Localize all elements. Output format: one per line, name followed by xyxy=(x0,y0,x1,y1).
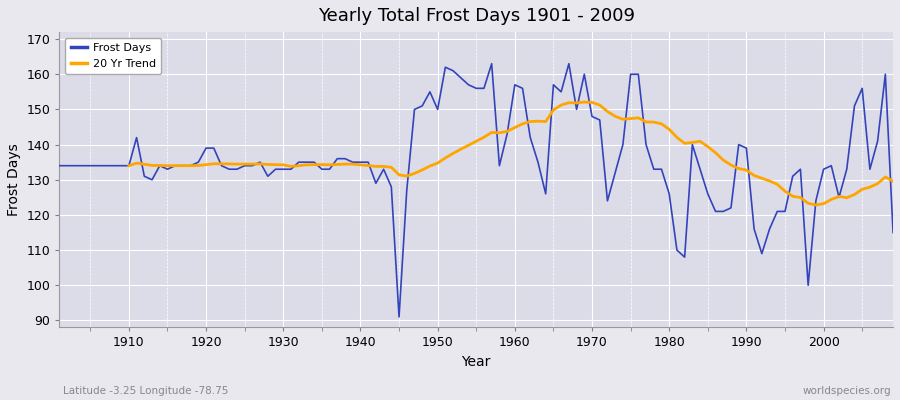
Legend: Frost Days, 20 Yr Trend: Frost Days, 20 Yr Trend xyxy=(65,38,161,74)
Frost Days xyxy=(518,86,528,91)
Frost Days xyxy=(285,167,296,172)
20 Yr Trend xyxy=(270,162,281,167)
Line: 20 Yr Trend: 20 Yr Trend xyxy=(129,102,893,205)
20 Yr Trend xyxy=(811,202,822,207)
Title: Yearly Total Frost Days 1901 - 2009: Yearly Total Frost Days 1901 - 2009 xyxy=(318,7,634,25)
X-axis label: Year: Year xyxy=(462,355,490,369)
Frost Days xyxy=(54,163,65,168)
Y-axis label: Frost Days: Frost Days xyxy=(7,143,21,216)
20 Yr Trend xyxy=(123,163,134,168)
20 Yr Trend xyxy=(887,179,898,184)
20 Yr Trend xyxy=(865,185,876,190)
20 Yr Trend xyxy=(587,100,598,105)
20 Yr Trend xyxy=(301,162,311,167)
Text: worldspecies.org: worldspecies.org xyxy=(803,386,891,396)
Frost Days xyxy=(887,230,898,235)
Frost Days xyxy=(393,314,404,319)
20 Yr Trend xyxy=(842,195,852,200)
Frost Days xyxy=(116,163,127,168)
Frost Days xyxy=(486,61,497,66)
20 Yr Trend xyxy=(518,122,528,126)
Text: Latitude -3.25 Longitude -78.75: Latitude -3.25 Longitude -78.75 xyxy=(63,386,229,396)
Frost Days xyxy=(525,135,535,140)
Frost Days xyxy=(617,142,628,147)
Frost Days xyxy=(332,156,343,161)
20 Yr Trend xyxy=(579,100,590,104)
Line: Frost Days: Frost Days xyxy=(59,64,893,317)
